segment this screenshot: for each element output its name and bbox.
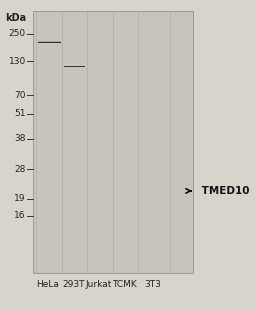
Text: HeLa: HeLa — [37, 280, 59, 289]
Text: 130: 130 — [9, 57, 26, 66]
Bar — [64, 66, 85, 67]
Bar — [37, 42, 61, 43]
Text: 293T: 293T — [62, 280, 85, 289]
Bar — [64, 205, 85, 206]
Bar — [37, 42, 61, 43]
Bar — [37, 42, 61, 43]
Bar — [37, 42, 61, 43]
Bar — [37, 42, 61, 43]
Bar — [37, 42, 61, 43]
Bar — [64, 205, 85, 206]
Bar — [37, 42, 61, 43]
Text: Jurkat: Jurkat — [86, 280, 112, 289]
Bar — [37, 42, 61, 43]
Bar — [64, 66, 85, 67]
Bar — [144, 205, 164, 206]
Text: 38: 38 — [14, 134, 26, 143]
Bar — [37, 42, 61, 43]
Bar — [115, 205, 136, 206]
Bar — [33, 11, 193, 273]
Bar — [64, 66, 85, 67]
Bar — [64, 66, 85, 67]
Bar — [64, 66, 85, 67]
Text: TMED10: TMED10 — [186, 186, 249, 196]
Bar — [37, 41, 61, 42]
Bar — [90, 205, 111, 206]
Text: 19: 19 — [14, 194, 26, 203]
Text: kDa: kDa — [5, 13, 26, 23]
Text: 28: 28 — [15, 165, 26, 174]
Bar — [90, 205, 111, 206]
Text: 250: 250 — [9, 29, 26, 38]
Text: 3T3: 3T3 — [144, 280, 161, 289]
Bar — [115, 205, 136, 206]
Text: 16: 16 — [14, 211, 26, 220]
Bar — [39, 205, 60, 206]
Text: TCMK: TCMK — [112, 280, 137, 289]
Bar — [144, 205, 164, 206]
Bar — [37, 41, 61, 42]
Bar — [39, 205, 60, 206]
Bar — [64, 66, 85, 67]
Bar — [64, 66, 85, 67]
Bar — [64, 66, 85, 67]
Bar — [64, 66, 85, 67]
Bar — [64, 66, 85, 67]
Bar — [37, 42, 61, 43]
Text: 51: 51 — [14, 109, 26, 118]
Bar — [37, 42, 61, 43]
Text: 70: 70 — [14, 91, 26, 100]
Bar — [37, 42, 61, 43]
Bar — [37, 42, 61, 43]
Bar — [64, 66, 85, 67]
Bar — [37, 42, 61, 43]
